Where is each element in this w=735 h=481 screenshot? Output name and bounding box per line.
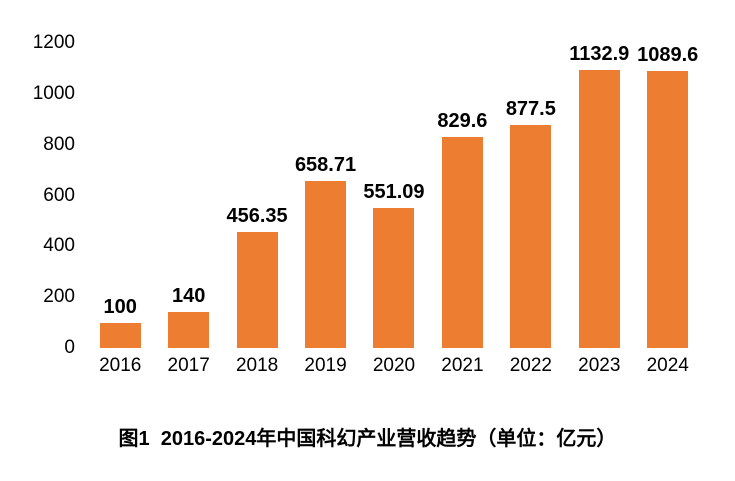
bar-value-label: 100	[103, 295, 137, 318]
x-axis-label: 2019	[304, 355, 347, 376]
bar	[578, 70, 620, 348]
bar-group: 1089.6	[634, 43, 702, 348]
bar-value-label: 877.5	[505, 97, 556, 120]
bar-value-label: 456.35	[226, 205, 288, 228]
plot-area: 100 140 456.35 658.71 551.09 829.6 877.5 1132.9…	[86, 43, 702, 348]
bar	[441, 137, 483, 348]
x-axis-label: 2017	[167, 355, 210, 376]
bar-value-label: 140	[171, 285, 206, 308]
bar	[373, 207, 415, 348]
x-axis: 2016 2017 2018 2019 2020 2021 2022 2023 2024	[86, 355, 702, 377]
x-axis-label: 2021	[441, 355, 484, 376]
bar	[305, 180, 347, 348]
x-axis-label: 2018	[235, 355, 279, 376]
bar-value-label: 551.09	[363, 180, 425, 203]
bar-value-label: 1132.9	[569, 43, 630, 65]
bar-group: 100	[86, 43, 154, 348]
y-axis-tick-label: 800	[43, 133, 75, 155]
y-axis-tick-label: 600	[43, 184, 75, 206]
bar	[168, 312, 210, 348]
bar	[510, 124, 552, 348]
bar-group: 829.6	[428, 43, 496, 348]
bar-group: 877.5	[497, 43, 565, 348]
x-axis-label: 2016	[99, 355, 142, 376]
bar	[236, 232, 278, 348]
y-axis-tick-label: 1200	[32, 32, 75, 53]
y-axis-tick-label: 200	[43, 286, 75, 308]
bar-value-label: 829.6	[437, 110, 488, 133]
bar	[647, 71, 689, 348]
bar-value-label: 1089.6	[637, 44, 699, 67]
y-axis-tick-label: 1000	[32, 82, 75, 104]
y-axis-tick-label: 400	[43, 235, 75, 257]
x-axis-label: 2020	[372, 355, 416, 376]
chart-title: 图1 2016-2024年中国科幻产业营收趋势（单位：亿元）	[118, 428, 617, 450]
bar-group: 456.35	[223, 43, 291, 348]
y-axis-tick-label: 0	[64, 337, 75, 358]
bar-value-label: 658.71	[294, 153, 357, 176]
y-axis: 0 200 400 600 800 1000 1200	[0, 32, 75, 358]
x-axis-label: 2022	[509, 355, 552, 376]
x-axis-label: 2023	[578, 355, 621, 376]
bar	[99, 322, 141, 348]
x-axis-label: 2024	[646, 355, 689, 376]
bar-group: 658.71	[291, 43, 359, 348]
bar-group: 1132.9	[565, 43, 633, 348]
bar-group: 551.09	[360, 43, 428, 348]
bar-group: 140	[154, 43, 222, 348]
